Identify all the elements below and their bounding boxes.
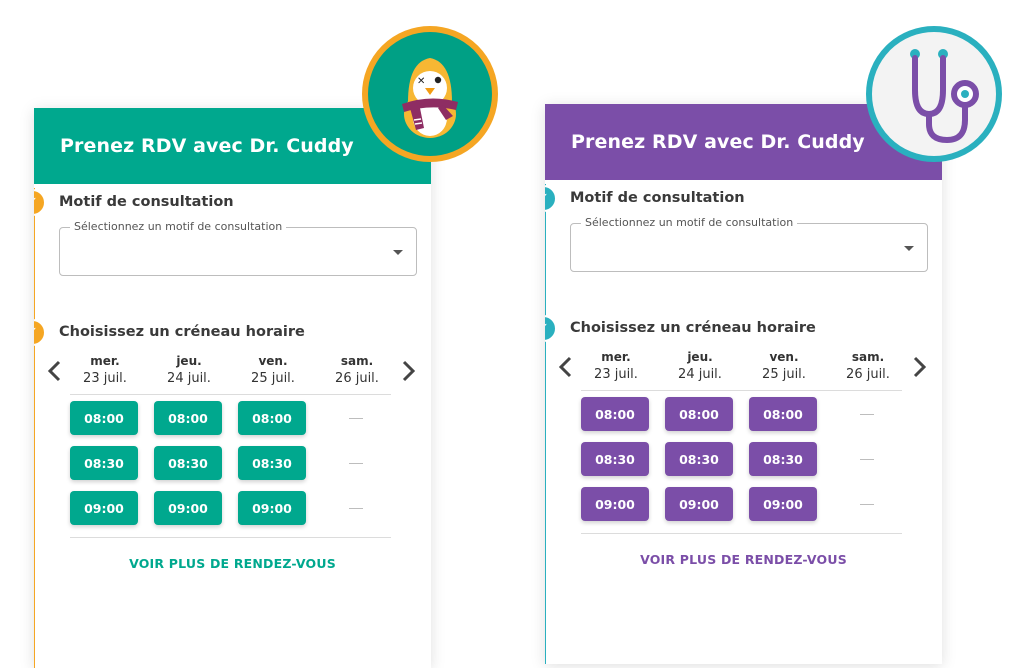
unavailable-dash xyxy=(860,459,874,460)
motif-select[interactable]: Sélectionnez un motif de consultation xyxy=(570,216,928,272)
time-slot-button[interactable]: 08:00 xyxy=(238,401,306,435)
stethoscope-icon xyxy=(910,49,979,144)
day-date: 25 juil. xyxy=(762,367,806,382)
day-date: 23 juil. xyxy=(83,371,127,386)
step-title-motif: Motif de consultation xyxy=(570,190,745,206)
previous-week-button[interactable] xyxy=(555,355,577,379)
day-date: 26 juil. xyxy=(846,367,890,382)
day-name: mer. xyxy=(601,350,631,364)
widget-header: Prenez RDV avec Dr. Cuddy xyxy=(34,108,431,184)
dropdown-arrow-icon xyxy=(904,246,914,251)
day-header: mer. 23 juil. xyxy=(70,354,140,386)
day-name: ven. xyxy=(258,354,288,368)
day-date: 24 juil. xyxy=(678,367,722,382)
see-more-button[interactable]: VOIR PLUS DE RENDEZ-VOUS xyxy=(129,556,336,571)
next-week-button[interactable] xyxy=(908,355,930,379)
day-name: mer. xyxy=(90,354,120,368)
time-slot-button[interactable]: 09:00 xyxy=(238,491,306,525)
chevron-left-icon xyxy=(47,360,61,382)
time-slot-button[interactable]: 08:30 xyxy=(749,442,817,476)
day-date: 25 juil. xyxy=(251,371,295,386)
day-header: ven. 25 juil. xyxy=(749,350,819,382)
time-slot-button[interactable]: 09:00 xyxy=(154,491,222,525)
day-header: jeu. 24 juil. xyxy=(665,350,735,382)
step-title-motif: Motif de consultation xyxy=(59,194,234,210)
chevron-right-icon xyxy=(402,360,416,382)
step-check-icon: ✓ xyxy=(545,315,557,342)
divider xyxy=(581,533,902,534)
select-label: Sélectionnez un motif de consultation xyxy=(70,220,287,233)
day-header: ven. 25 juil. xyxy=(238,354,308,386)
day-header: jeu. 24 juil. xyxy=(154,354,224,386)
dropdown-arrow-icon xyxy=(393,250,403,255)
step-check-icon: ✓ xyxy=(545,185,557,212)
chevron-right-icon xyxy=(913,356,927,378)
unavailable-dash xyxy=(349,418,363,419)
time-slot-button[interactable]: 08:30 xyxy=(238,446,306,480)
day-date: 26 juil. xyxy=(335,371,379,386)
motif-select[interactable]: Sélectionnez un motif de consultation xyxy=(59,220,417,276)
progress-track xyxy=(34,188,35,668)
divider xyxy=(70,537,391,538)
select-label: Sélectionnez un motif de consultation xyxy=(581,216,798,229)
unavailable-dash xyxy=(349,508,363,509)
time-slot-button[interactable]: 08:00 xyxy=(70,401,138,435)
day-name: sam. xyxy=(340,354,374,368)
time-slot-button[interactable]: 08:00 xyxy=(154,401,222,435)
widget-title: Prenez RDV avec Dr. Cuddy xyxy=(60,135,354,157)
time-slot-button[interactable]: 09:00 xyxy=(749,487,817,521)
day-name: jeu. xyxy=(176,354,202,368)
booking-widget-purple: Prenez RDV avec Dr. Cuddy ✓ Motif de con… xyxy=(545,104,942,664)
divider xyxy=(581,390,902,391)
unavailable-dash xyxy=(860,414,874,415)
next-week-button[interactable] xyxy=(397,359,419,383)
chevron-left-icon xyxy=(558,356,572,378)
widget-title: Prenez RDV avec Dr. Cuddy xyxy=(571,131,865,153)
time-slot-button[interactable]: 08:30 xyxy=(70,446,138,480)
day-header: sam. 26 juil. xyxy=(322,354,392,386)
step-check-icon: ✓ xyxy=(34,189,46,216)
day-date: 23 juil. xyxy=(594,367,638,382)
day-header: mer. 23 juil. xyxy=(581,350,651,382)
day-name: jeu. xyxy=(687,350,713,364)
progress-track xyxy=(545,184,546,664)
booking-widget-teal: Prenez RDV avec Dr. Cuddy ✓ Motif de con… xyxy=(34,108,431,668)
step-title-creneau: Choisissez un créneau horaire xyxy=(59,324,305,340)
penguin-mascot-icon: ✕ xyxy=(402,58,458,138)
see-more-button[interactable]: VOIR PLUS DE RENDEZ-VOUS xyxy=(640,552,847,567)
time-slot-button[interactable]: 09:00 xyxy=(665,487,733,521)
time-slot-button[interactable]: 08:00 xyxy=(581,397,649,431)
time-slot-button[interactable]: 09:00 xyxy=(581,487,649,521)
time-slot-button[interactable]: 09:00 xyxy=(70,491,138,525)
svg-text:✕: ✕ xyxy=(417,76,425,87)
day-date: 24 juil. xyxy=(167,371,211,386)
doctor-avatar xyxy=(866,26,1002,162)
day-header: sam. 26 juil. xyxy=(833,350,903,382)
day-name: ven. xyxy=(769,350,799,364)
time-slot-button[interactable]: 08:30 xyxy=(581,442,649,476)
unavailable-dash xyxy=(860,504,874,505)
time-slot-button[interactable]: 08:30 xyxy=(154,446,222,480)
day-name: sam. xyxy=(851,350,885,364)
time-slot-button[interactable]: 08:00 xyxy=(749,397,817,431)
step-title-creneau: Choisissez un créneau horaire xyxy=(570,320,816,336)
time-slot-button[interactable]: 08:30 xyxy=(665,442,733,476)
doctor-avatar: ✕ xyxy=(362,26,498,162)
divider xyxy=(70,394,391,395)
previous-week-button[interactable] xyxy=(44,359,66,383)
unavailable-dash xyxy=(349,463,363,464)
time-slot-button[interactable]: 08:00 xyxy=(665,397,733,431)
step-check-icon: ✓ xyxy=(34,319,46,346)
